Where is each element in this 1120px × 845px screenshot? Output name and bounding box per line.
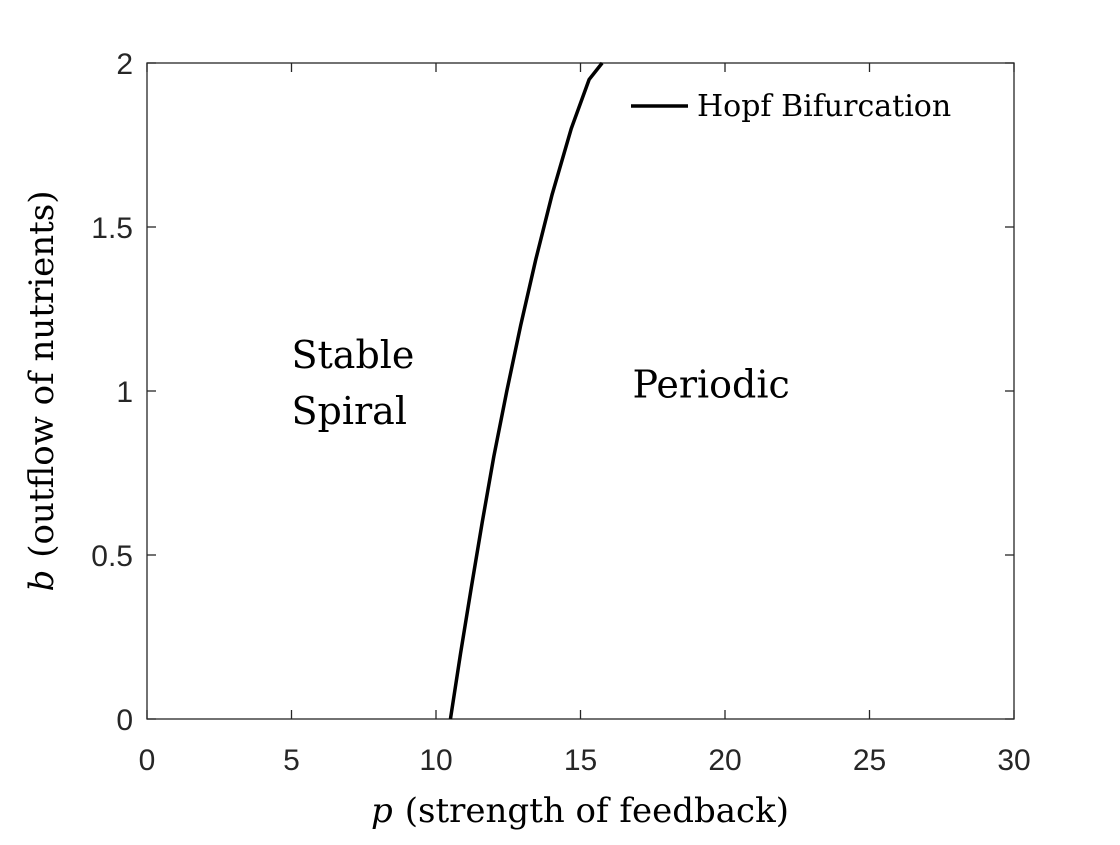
plot-area (146, 62, 1015, 720)
hopf-bifurcation-line (448, 61, 604, 720)
region-label-line: Periodic (633, 363, 790, 407)
y-axis-description: (outflow of nutrients) (22, 191, 62, 558)
tick-labels: 0 5 10 15 20 25 30 0 0.5 1 1.5 2 (91, 48, 1030, 777)
x-tick-label: 15 (564, 744, 597, 777)
y-tick-label: 1.5 (91, 212, 133, 245)
x-axis-description: (strength of feedback) (405, 791, 789, 831)
y-axis-variable: b (22, 570, 62, 592)
y-tick-label: 2 (116, 48, 133, 81)
x-tick-label: 30 (997, 744, 1030, 777)
x-axis-variable: p (371, 791, 393, 831)
series-layer (448, 61, 604, 720)
region-label: Periodic (633, 363, 790, 407)
y-tick-label: 0.5 (91, 540, 133, 573)
y-tick-label: 1 (116, 376, 133, 409)
x-tick-label: 10 (419, 744, 452, 777)
tick-marks (146, 62, 1015, 720)
region-label: Stable Spiral (292, 333, 415, 433)
legend-label: Hopf Bifurcation (697, 89, 951, 124)
y-tick-label: 0 (116, 704, 133, 737)
x-tick-label: 20 (708, 744, 741, 777)
x-tick-label: 25 (853, 744, 886, 777)
region-label-line: Spiral (292, 389, 407, 433)
y-axis-label: b (outflow of nutrients) (22, 191, 62, 592)
region-label-line: Stable (292, 333, 415, 377)
x-tick-label: 5 (283, 744, 300, 777)
legend: Hopf Bifurcation (631, 89, 951, 124)
x-tick-label: 0 (139, 744, 156, 777)
x-axis-label: p (strength of feedback) (371, 791, 789, 831)
annotation-layer: Stable Spiral Periodic (292, 333, 790, 433)
